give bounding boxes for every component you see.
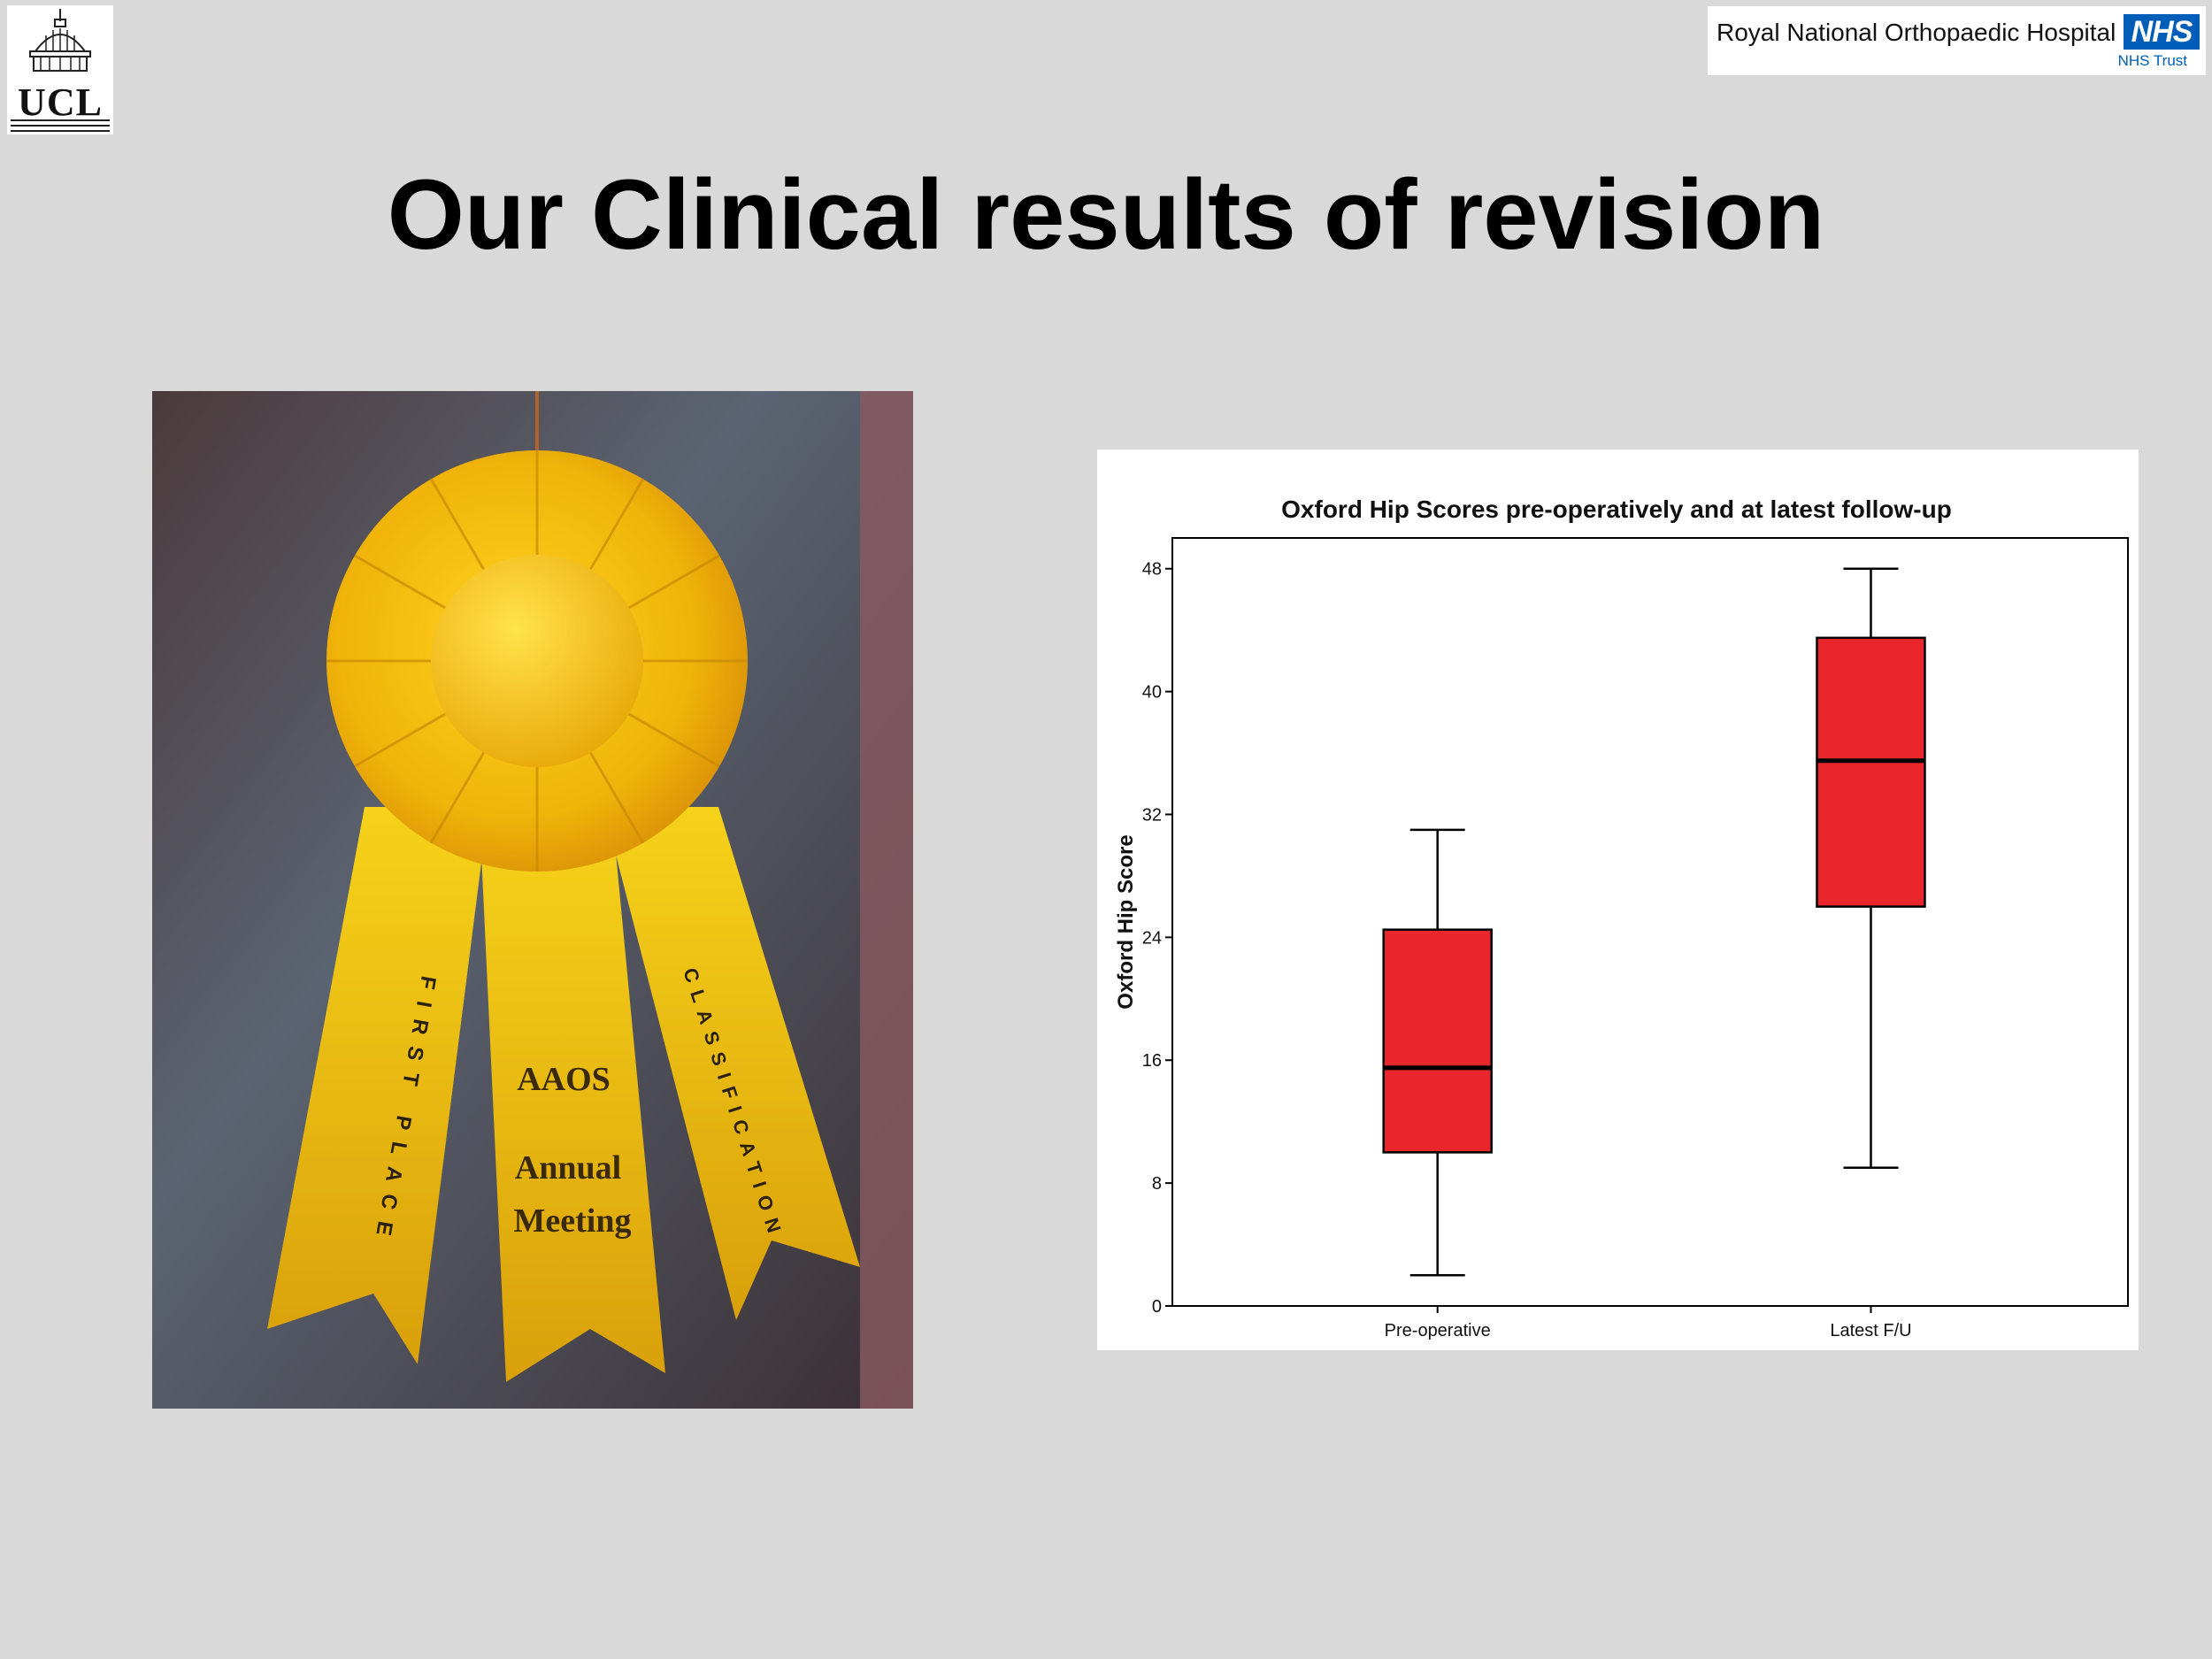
- ribbon-center-line-1: AAOS: [517, 1061, 611, 1098]
- iqr-box: [1382, 928, 1493, 1154]
- award-ribbon-photo: AAOS Annual Meeting FIRST PLACE CLASSIFI…: [152, 391, 913, 1409]
- nhs-trust-label: NHS Trust: [2117, 52, 2187, 69]
- chart-title: Oxford Hip Scores pre-operatively and at…: [1281, 495, 1952, 523]
- boxplot-chart: Oxford Hip Scores pre-operatively and at…: [1114, 495, 2129, 1340]
- y-tick-label: 32: [1142, 805, 1162, 825]
- plot-frame: [1171, 537, 2129, 1307]
- ribbon-center-line-2: Annual: [515, 1149, 621, 1187]
- y-tick-label: 8: [1152, 1174, 1162, 1194]
- chart-panel: Oxford Hip Scores pre-operatively and at…: [1097, 449, 2139, 1350]
- ucl-logo-text: UCL: [18, 81, 103, 124]
- iqr-box: [1816, 636, 1926, 908]
- y-tick-label: 48: [1142, 560, 1162, 580]
- nhs-logo: NHS: [2124, 14, 2200, 50]
- ucl-logo: UCL: [7, 5, 113, 134]
- y-axis-label: Oxford Hip Score: [1114, 834, 1138, 1009]
- x-tick-label: Pre-operative: [1385, 1321, 1491, 1340]
- nhs-header-logo: Royal National Orthopaedic Hospital NHS …: [1708, 6, 2206, 75]
- ucl-dome-icon: [7, 5, 113, 134]
- y-tick-label: 40: [1142, 683, 1162, 703]
- x-tick-label: Latest F/U: [1830, 1321, 1911, 1340]
- award-ribbon-image: AAOS Annual Meeting FIRST PLACE CLASSIFI…: [152, 391, 913, 1409]
- y-tick-label: 16: [1142, 1051, 1162, 1071]
- ribbon-center-line-3: Meeting: [514, 1202, 632, 1240]
- y-tick-label: 0: [1152, 1297, 1162, 1317]
- slide-title: Our Clinical results of revision: [387, 159, 1825, 270]
- hospital-name: Royal National Orthopaedic Hospital: [1717, 19, 2116, 46]
- y-tick-label: 24: [1142, 928, 1162, 948]
